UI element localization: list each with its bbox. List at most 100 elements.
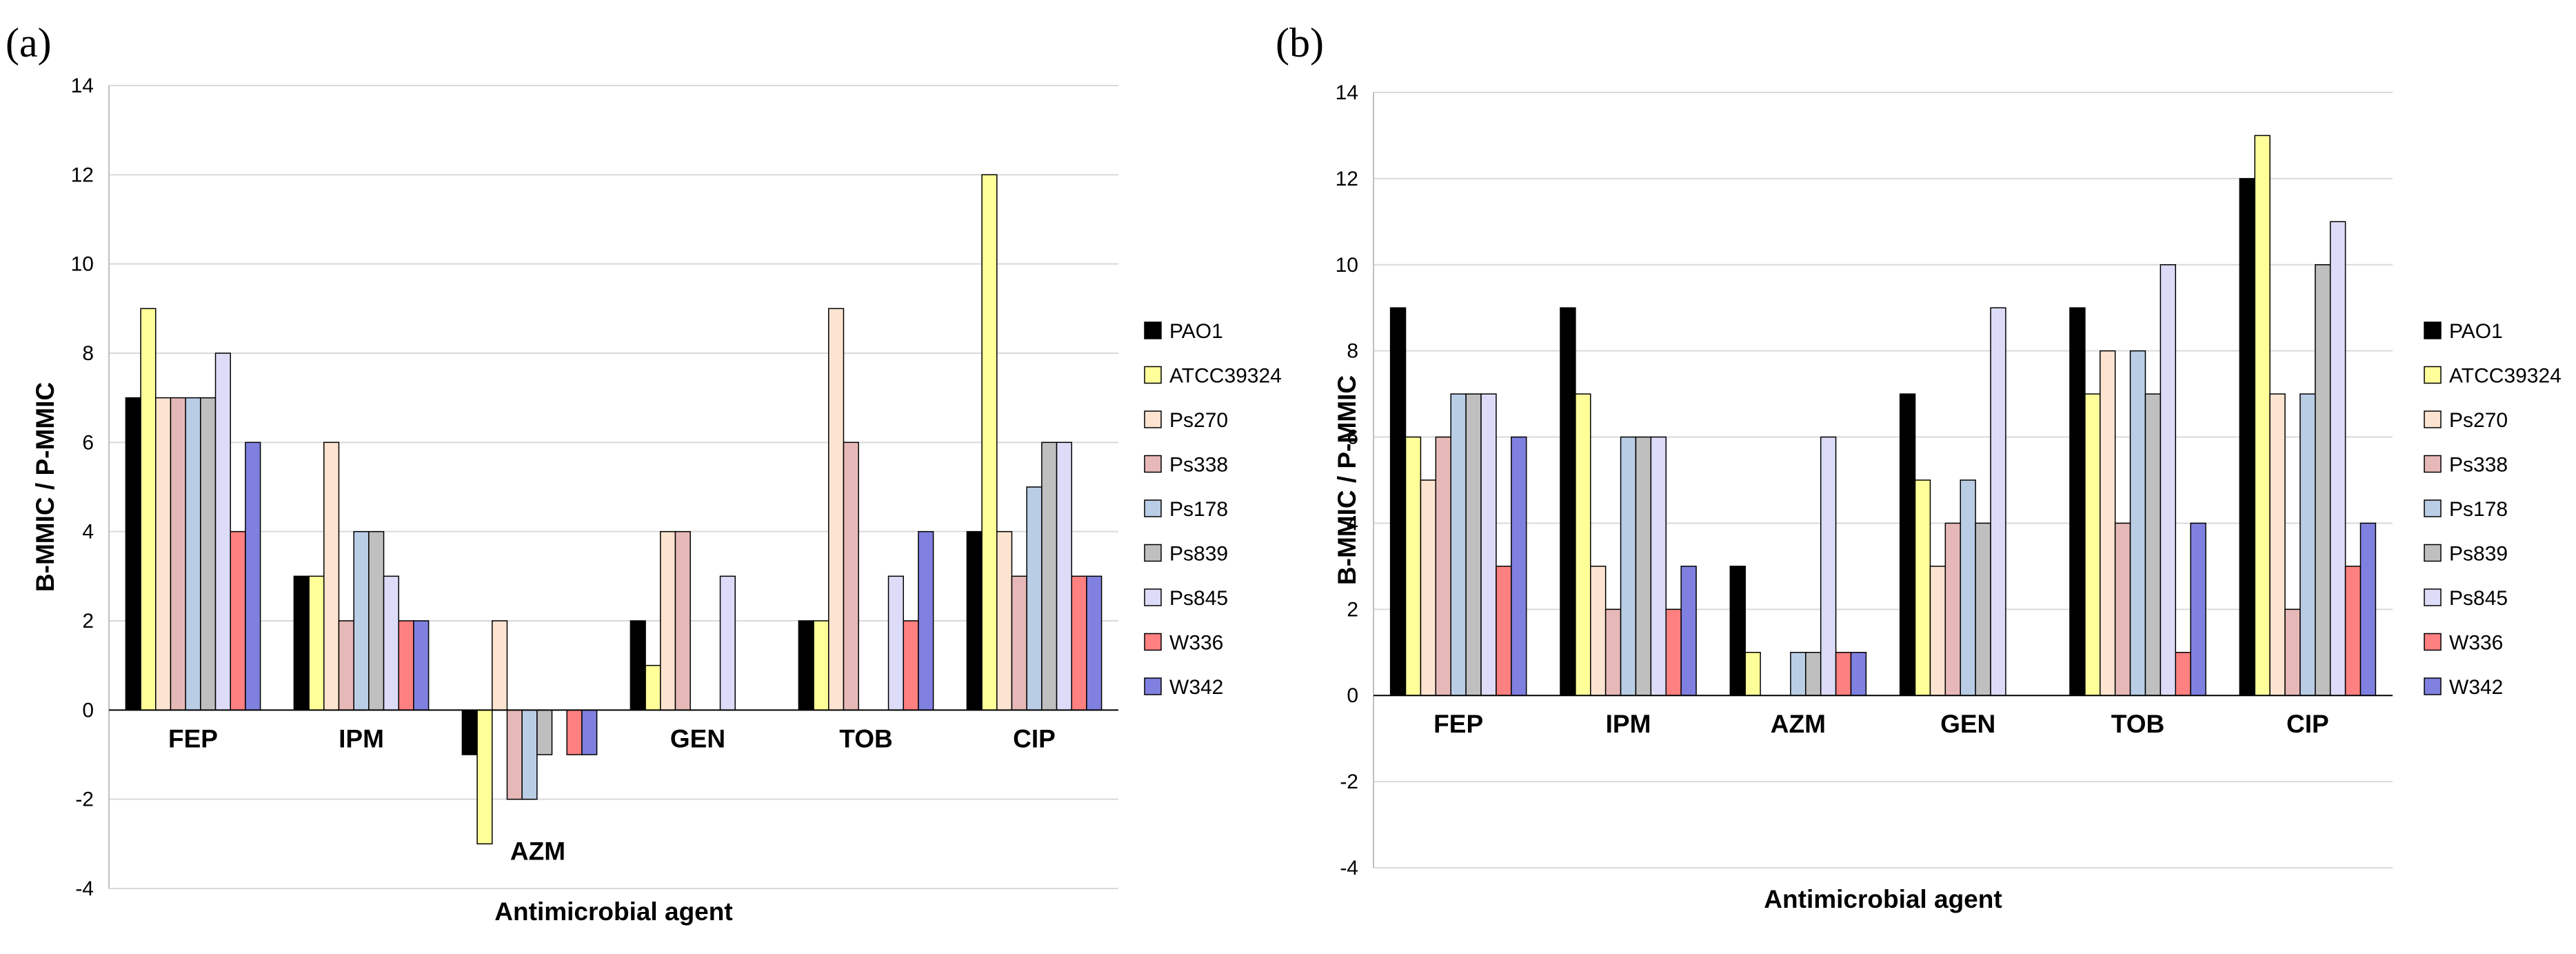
- chart-panel-a: (a) -4 -2 0 2 4 6 8 10 12 14 FEP IPM AZM GEN TOB CIP B-MM…: [6, 20, 1282, 926]
- y-tick-label: -2: [1340, 771, 1358, 793]
- bar-w342-azm: [1850, 652, 1867, 696]
- bar-w336-tob: [903, 620, 919, 711]
- category-label-ipm: IPM: [339, 724, 384, 753]
- bar-ps839-fep: [1465, 393, 1482, 696]
- legend: PAO1 ATCC39324 Ps270 Ps338 Ps178 Ps839 Ps845 W3…: [1144, 320, 1282, 699]
- bar-atcc39324-tob: [813, 620, 829, 711]
- y-axis-title: B-MMIC / P-MMIC: [31, 382, 59, 592]
- bar-pao1-ipm: [293, 575, 310, 711]
- bar-pao1-tob: [2069, 307, 2086, 696]
- y-tick-label: 6: [1347, 426, 1358, 449]
- bar-w342-fep: [245, 441, 261, 711]
- bar-w342-ipm: [1680, 566, 1697, 696]
- y-tick-label: 12: [71, 163, 94, 186]
- bar-ps270-tob: [2100, 350, 2116, 696]
- legend-swatch-ps839: [2424, 544, 2442, 562]
- y-tick-label: 14: [1336, 81, 1358, 104]
- bar-ps845-fep: [1480, 393, 1497, 696]
- legend-label-ps845: Ps845: [1169, 587, 1228, 610]
- bar-w336-cip: [2344, 566, 2362, 696]
- y-tick-label: 0: [1347, 684, 1358, 707]
- category-label-tob: TOB: [839, 724, 892, 753]
- bar-ps338-cip: [2284, 608, 2301, 696]
- bar-ps270-gen: [660, 530, 676, 711]
- legend-label-ps338: Ps338: [1169, 454, 1228, 477]
- bar-ps178-cip: [1026, 486, 1043, 711]
- legend-swatch-w342: [1144, 677, 1162, 695]
- category-label-fep: FEP: [1433, 710, 1483, 738]
- legend-swatch-ps845: [1144, 588, 1162, 606]
- bar-ps845-ipm: [1650, 436, 1667, 696]
- bar-ps338-tob: [2114, 522, 2131, 696]
- bar-w342-cip: [1086, 575, 1103, 711]
- bar-ps845-tob: [2160, 264, 2176, 696]
- bar-ps178-cip: [2300, 393, 2316, 696]
- legend-label-atcc39324: ATCC39324: [1169, 365, 1282, 388]
- bar-atcc39324-ipm: [308, 575, 325, 711]
- bar-ps338-ipm: [338, 620, 354, 711]
- bar-w336-fep: [1496, 566, 1512, 696]
- legend-label-ps178: Ps178: [1169, 498, 1228, 521]
- bar-ps270-tob: [828, 308, 845, 711]
- y-tick-label: -4: [75, 877, 94, 900]
- bar-ps270-azm: [492, 620, 508, 711]
- bar-ps270-fep: [155, 397, 172, 711]
- y-tick-label: 0: [82, 699, 94, 722]
- category-label-gen: GEN: [1940, 710, 1995, 738]
- legend-label-pao1: PAO1: [2449, 320, 2503, 343]
- bar-w342-cip: [2359, 522, 2377, 696]
- bar-atcc39324-cip: [2254, 135, 2271, 696]
- bar-ps845-tob: [887, 575, 904, 711]
- category-label-cip: CIP: [2286, 710, 2329, 738]
- bar-w336-ipm: [1665, 608, 1682, 696]
- bar-w342-fep: [1511, 436, 1527, 696]
- panel-label: (a): [6, 20, 52, 66]
- legend-swatch-pao1: [2424, 321, 2442, 339]
- legend-swatch-atcc39324: [2424, 366, 2442, 384]
- category-label-fep: FEP: [168, 724, 218, 753]
- y-tick-label: 2: [1347, 598, 1358, 621]
- bar-pao1-ipm: [1560, 307, 1576, 696]
- y-tick-label: 8: [82, 342, 94, 365]
- y-tick-label: -4: [1340, 857, 1358, 880]
- bar-ps845-ipm: [383, 575, 399, 711]
- bar-w342-ipm: [413, 620, 430, 711]
- legend-swatch-ps270: [1144, 410, 1162, 428]
- y-tick-label: -2: [75, 788, 94, 811]
- category-label-cip: CIP: [1013, 724, 1056, 753]
- y-tick-label: 12: [1336, 168, 1358, 190]
- bar-ps338-azm: [506, 709, 523, 800]
- bar-ps338-fep: [1435, 436, 1451, 696]
- bar-pao1-gen: [1899, 393, 1916, 696]
- category-label-azm: AZM: [1771, 710, 1826, 738]
- bar-pao1-gen: [630, 620, 646, 711]
- bar-ps839-azm: [536, 709, 553, 755]
- bar-ps338-fep: [170, 397, 186, 711]
- y-tick-label: 4: [82, 521, 94, 544]
- bar-pao1-cip: [2239, 178, 2255, 696]
- legend-label-atcc39324: ATCC39324: [2449, 365, 2562, 388]
- bar-ps839-cip: [1041, 441, 1058, 711]
- legend-swatch-ps839: [1144, 544, 1162, 562]
- legend-label-w342: W342: [2449, 676, 2503, 699]
- bar-pao1-azm: [1729, 566, 1746, 696]
- bar-w342-tob: [2190, 522, 2206, 696]
- legend-swatch-pao1: [1144, 321, 1162, 339]
- y-tick-label: 14: [71, 74, 94, 97]
- bar-ps270-ipm: [323, 441, 340, 711]
- bar-ps839-tob: [2144, 393, 2162, 696]
- category-label-tob: TOB: [2111, 710, 2164, 738]
- bar-atcc39324-ipm: [1575, 393, 1591, 696]
- bar-ps338-gen: [1944, 522, 1961, 696]
- bar-ps178-tob: [2129, 350, 2146, 696]
- bar-ps178-ipm: [353, 530, 370, 711]
- x-axis-title: Antimicrobial agent: [1764, 885, 2002, 913]
- legend-label-w336: W336: [2449, 632, 2503, 655]
- bar-w336-fep: [230, 530, 246, 711]
- legend-swatch-ps845: [2424, 588, 2442, 606]
- legend-label-ps270: Ps270: [2449, 409, 2508, 432]
- bar-ps839-gen: [1975, 522, 1991, 696]
- bar-ps845-cip: [2329, 221, 2346, 696]
- bar-ps845-gen: [719, 575, 736, 711]
- bar-w336-ipm: [398, 620, 414, 711]
